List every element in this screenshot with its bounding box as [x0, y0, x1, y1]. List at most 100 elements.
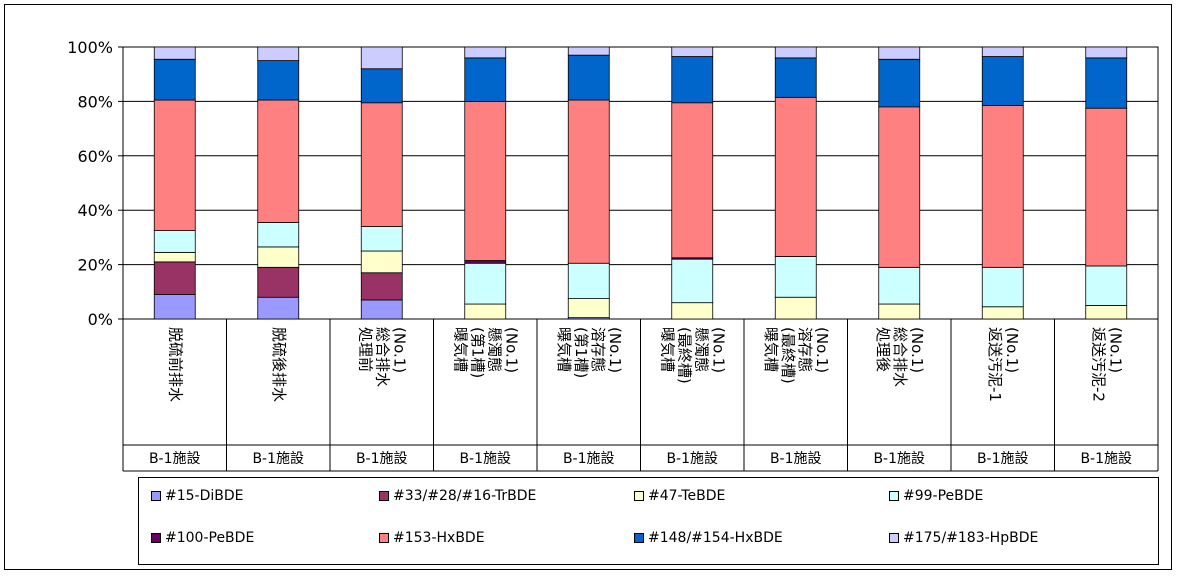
bar-segment: [774, 296, 817, 320]
bar-segment: [464, 46, 507, 59]
legend-swatch: [634, 533, 644, 543]
bar-segment: [567, 54, 610, 101]
bar-segment: [981, 46, 1024, 57]
x-category-label: 溶存態: [796, 327, 814, 372]
bar-segment: [360, 68, 403, 104]
bar-segment: [774, 96, 817, 257]
bar-segment: [464, 262, 507, 305]
bar-segment: [257, 222, 300, 248]
x-category-label: 処理後: [874, 327, 892, 372]
legend-item: #175/#183-HpBDE: [889, 530, 1038, 546]
bar-segment: [1085, 107, 1128, 267]
bar-segment: [567, 46, 610, 56]
bar-segment: [981, 306, 1024, 320]
x-category-label: 懸濁態: [692, 327, 710, 372]
x-category-label: 脱硫後排水: [270, 327, 288, 402]
legend-item: #47-TeBDE: [634, 488, 725, 504]
facility-label: B-1施設: [563, 451, 615, 467]
facility-label: B-1施設: [459, 451, 511, 467]
facility-label: B-1施設: [356, 451, 408, 467]
stacked-bar-chart: 0% 20% 40% 60% 80% 100% 脱硫前排水 B-1施設 脱硫後排水 B-1施設 処理…: [67, 38, 1159, 472]
x-category-label: 曝気槽: [762, 327, 780, 372]
bar-segment: [1085, 46, 1128, 59]
bar-segment: [464, 101, 507, 261]
bar-segment: [878, 46, 921, 60]
bar-segment: [360, 250, 403, 274]
x-category-label: (No.1): [502, 327, 520, 373]
x-category-label: 総合排水: [373, 327, 391, 387]
x-category-label: 総合排水: [891, 327, 909, 387]
bar-segment: [153, 230, 196, 253]
legend-item: #153-HxBDE: [379, 530, 485, 546]
x-category-label: 曝気槽: [555, 327, 573, 372]
legend-item: #33/#28/#16-TrBDE: [379, 488, 536, 504]
bar-segment: [257, 246, 300, 268]
bar-segment: [360, 102, 403, 227]
facility-label: B-1施設: [1080, 451, 1132, 467]
bar-segment: [1085, 57, 1128, 109]
bar-segment: [360, 46, 403, 70]
bar-segment: [360, 272, 403, 301]
legend: #15-DiBDE #33/#28/#16-TrBDE #47-TeBDE #99-P…: [138, 477, 1159, 565]
x-category-label: 返送汚泥-2: [1089, 327, 1107, 402]
bar-segment: [257, 99, 300, 223]
bar-segment: [981, 56, 1024, 106]
bar-segment: [774, 256, 817, 298]
legend-label: #148/#154-HxBDE: [648, 530, 783, 546]
x-category-label: 返送汚泥-1: [986, 327, 1004, 402]
x-category-label: 曝気槽: [658, 327, 676, 372]
bar-segment: [464, 57, 507, 102]
bar-segment: [153, 251, 196, 263]
x-category-label: (最終槽): [675, 327, 693, 384]
facility-label: B-1施設: [252, 451, 304, 467]
x-category-label: (No.1): [908, 327, 926, 373]
bar-segment: [257, 266, 300, 298]
bar-segment: [464, 260, 507, 264]
y-tick-label: 60%: [77, 147, 113, 166]
bar-segment: [153, 46, 196, 60]
bar-segment: [153, 261, 196, 295]
facility-label: B-1施設: [149, 451, 201, 467]
bar-segment: [464, 303, 507, 320]
bar-segment: [671, 46, 714, 57]
legend-item: #15-DiBDE: [151, 488, 244, 504]
x-category-label: (No.1): [1003, 327, 1021, 373]
bar-segment: [567, 99, 610, 264]
x-category-label: (最終槽): [779, 327, 797, 384]
y-tick-label: 40%: [77, 201, 113, 220]
legend-label: #153-HxBDE: [393, 530, 485, 546]
bar-segment: [878, 303, 921, 320]
x-category-label: 曝気槽: [451, 327, 469, 372]
chart-frame: 0% 20% 40% 60% 80% 100% 脱硫前排水 B-1施設 脱硫後排水 B-1施設 処理…: [4, 4, 1172, 570]
legend-item: #100-PeBDE: [151, 530, 254, 546]
legend-swatch: [151, 533, 161, 543]
legend-swatch: [889, 533, 899, 543]
x-category-label: (第1槽): [468, 327, 486, 378]
bar-segment: [257, 60, 300, 101]
x-category-label: (第1槽): [572, 327, 590, 378]
bar-segment: [774, 46, 817, 59]
x-category-label: 脱硫前排水: [166, 327, 184, 402]
x-category-label: (No.1): [606, 327, 624, 373]
legend-swatch: [151, 491, 161, 501]
bar-segment: [360, 299, 403, 320]
bar-segment: [878, 58, 921, 108]
legend-label: #15-DiBDE: [165, 488, 244, 504]
bar-segment: [671, 56, 714, 104]
bar-segment: [567, 298, 610, 319]
x-category-label: (No.1): [709, 327, 727, 373]
legend-label: #175/#183-HpBDE: [903, 530, 1039, 546]
bar-segment: [567, 262, 610, 299]
bar-segment: [878, 266, 921, 305]
legend-item: #148/#154-HxBDE: [634, 530, 783, 546]
legend-swatch: [379, 491, 389, 501]
bar-segment: [153, 99, 196, 231]
x-category-label: (No.1): [1106, 327, 1124, 373]
legend-swatch: [889, 491, 899, 501]
bar-segment: [671, 102, 714, 259]
bar-segment: [671, 302, 714, 320]
bar-segment: [1085, 265, 1128, 306]
bar-segment: [153, 294, 196, 320]
bar-segment: [257, 296, 300, 320]
bar-segment: [153, 58, 196, 101]
